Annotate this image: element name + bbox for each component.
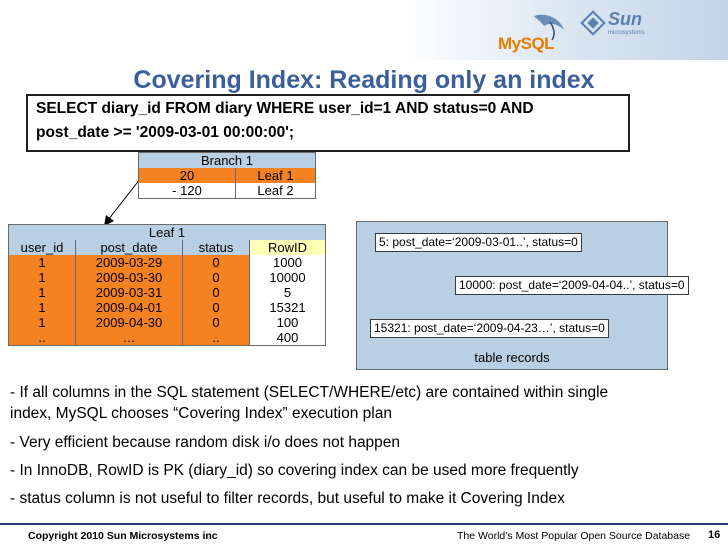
record-entry: 15321: post_date=‘2009-04-23…’, status=0 — [370, 319, 609, 338]
table-cell: … — [75, 330, 183, 346]
table-cell: 1 — [8, 315, 76, 330]
column-header: user_id — [8, 240, 76, 255]
leaf-title: Leaf 1 — [8, 224, 326, 240]
table-cell: 0 — [182, 300, 250, 315]
branch-key: - 120 — [138, 183, 236, 199]
table-cell: .. — [8, 330, 76, 346]
table-cell: 0 — [182, 270, 250, 285]
leaf-node-table: Leaf 1 user_id post_date status RowID 1 … — [8, 224, 326, 346]
bullet-text: Very efficient because random disk i/o d… — [19, 434, 401, 451]
table-cell: 2009-04-30 — [75, 315, 183, 330]
sun-logo-subtext: microsystems — [608, 30, 645, 36]
table-row: .. … .. 400 — [8, 330, 326, 346]
table-row: 1 2009-03-31 0 5 — [8, 285, 326, 300]
bullet-text: In InnoDB, RowID is PK (diary_id) so cov… — [19, 462, 579, 479]
column-header: status — [182, 240, 250, 255]
bullet-text: If all columns in the SQL statement (SEL… — [19, 384, 609, 401]
table-cell: 10000 — [249, 270, 326, 285]
sun-diamond-icon — [580, 10, 606, 36]
footer-copyright: Copyright 2010 Sun Microsystems inc — [28, 530, 218, 542]
record-entry: 5: post_date=‘2009-03-01..’, status=0 — [375, 233, 582, 252]
table-cell: 15321 — [249, 300, 326, 315]
bullet-text: status column is not useful to filter re… — [19, 490, 565, 507]
page-number: 16 — [708, 529, 721, 541]
table-cell: 0 — [182, 285, 250, 300]
branch-title-row: Branch 1 — [138, 152, 316, 168]
table-cell: 2009-04-01 — [75, 300, 183, 315]
bullet-item: - status column is not useful to filter … — [10, 490, 565, 507]
branch-key: 20 — [138, 168, 236, 183]
table-row: 1 2009-04-30 0 100 — [8, 315, 326, 330]
branch-title: Branch 1 — [200, 153, 254, 168]
mysql-logo-text: MySQL — [498, 34, 555, 53]
record-entry: 10000: post_date=‘2009-04-04..’, status=… — [455, 276, 689, 295]
table-cell: 1 — [8, 255, 76, 270]
table-cell: 0 — [182, 315, 250, 330]
column-header: post_date — [75, 240, 183, 255]
table-cell: 0 — [182, 255, 250, 270]
table-row: 1 2009-04-01 0 15321 — [8, 300, 326, 315]
bullet-item: - Very efficient because random disk i/o… — [10, 434, 401, 451]
records-label: table records — [474, 350, 550, 365]
sun-logo: Sun microsystems — [580, 8, 645, 48]
sun-logo-text: Sun — [608, 9, 642, 29]
branch-node-table: Branch 1 20 Leaf 1 - 120 Leaf 2 — [138, 152, 316, 199]
sql-statement-box: SELECT diary_id FROM diary WHERE user_id… — [26, 94, 630, 152]
bullet-item: - If all columns in the SQL statement (S… — [10, 384, 609, 401]
table-row: - 120 Leaf 2 — [138, 183, 316, 199]
page-title: Covering Index: Reading only an index — [133, 66, 595, 94]
footer-tagline: The World’s Most Popular Open Source Dat… — [457, 530, 691, 542]
table-row: 1 2009-03-29 0 1000 — [8, 255, 326, 270]
dolphin-icon — [534, 14, 564, 41]
column-header: RowID — [249, 240, 326, 255]
footer-divider — [0, 523, 728, 525]
branch-pointer: Leaf 2 — [257, 183, 294, 198]
table-row: 1 2009-03-30 0 10000 — [8, 270, 326, 285]
table-cell: 400 — [249, 330, 326, 346]
table-cell: 1000 — [249, 255, 326, 270]
sql-line-1: SELECT diary_id FROM diary WHERE user_id… — [36, 100, 534, 117]
table-cell: 1 — [8, 300, 76, 315]
header-band — [0, 0, 728, 60]
leaf-header-row: user_id post_date status RowID — [8, 240, 326, 255]
table-cell: 2009-03-30 — [75, 270, 183, 285]
table-records-box: 5: post_date=‘2009-03-01..’, status=0 10… — [356, 221, 689, 370]
table-cell: 2009-03-29 — [75, 255, 183, 270]
table-row: 20 Leaf 1 — [138, 168, 316, 183]
table-cell: 1 — [8, 285, 76, 300]
leaf-title-row: Leaf 1 — [8, 224, 326, 240]
bullet-item: - In InnoDB, RowID is PK (diary_id) so c… — [10, 462, 579, 479]
branch-pointer: Leaf 1 — [257, 168, 294, 183]
table-cell: 5 — [249, 285, 326, 300]
bullet-continuation: index, MySQL chooses “Covering Index” ex… — [10, 405, 392, 422]
table-cell: 2009-03-31 — [75, 285, 183, 300]
table-cell: 100 — [249, 315, 326, 330]
sql-line-2: post_date >= '2009-03-01 00:00:00'; — [36, 124, 295, 141]
table-cell: 1 — [8, 270, 76, 285]
mysql-logo: MySQL — [494, 10, 574, 56]
table-cell: .. — [182, 330, 250, 346]
